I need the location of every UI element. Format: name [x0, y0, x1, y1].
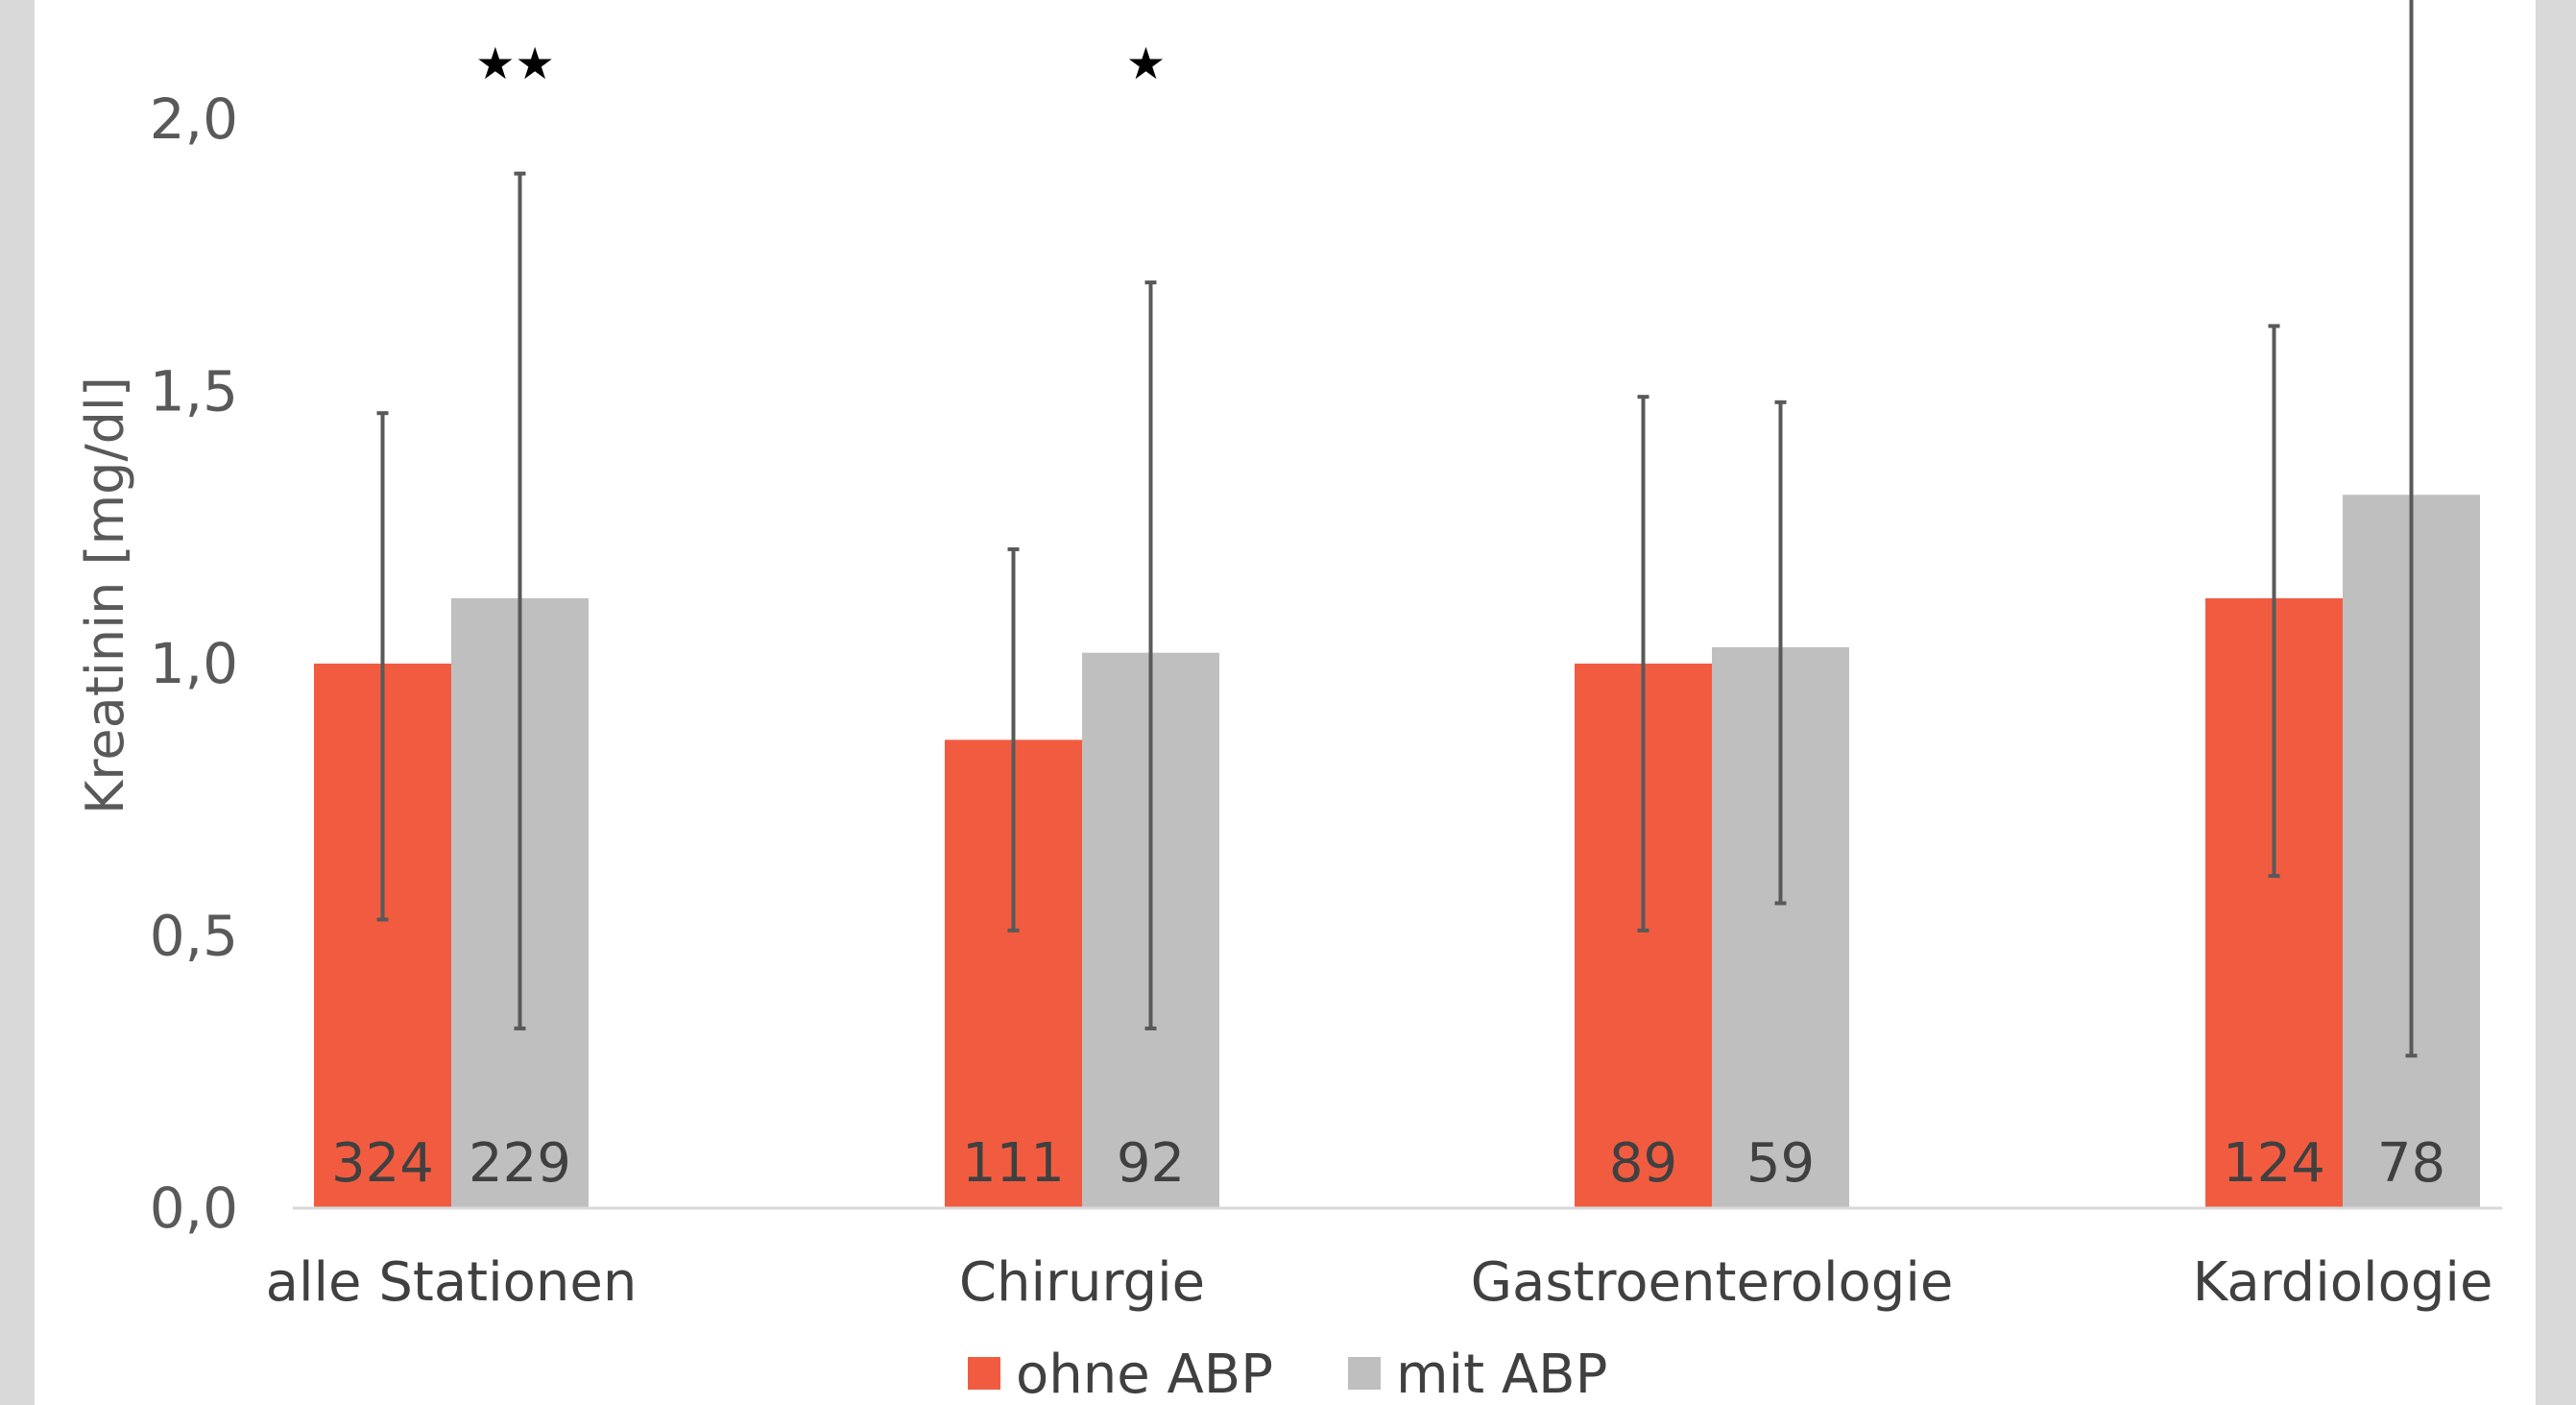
- sample-size-label: 78: [2377, 1132, 2445, 1195]
- left-border: [0, 0, 35, 1405]
- error-bar-1-2: [1774, 400, 1787, 906]
- sample-size-label: 111: [962, 1132, 1065, 1195]
- legend-swatch: [968, 1357, 1000, 1390]
- error-bar-0-0: [376, 411, 389, 922]
- legend-label: ohne ABP: [1016, 1344, 1273, 1405]
- error-bar-0-3: [2268, 324, 2280, 879]
- x-category-label: Gastroenterologie: [1471, 1251, 1954, 1314]
- y-tick-label: 0,5: [150, 904, 238, 969]
- x-category-label: Chirurgie: [959, 1251, 1205, 1314]
- sample-size-label: 92: [1117, 1132, 1185, 1195]
- significance-marker: ★: [1126, 37, 1166, 89]
- sample-size-label: 229: [469, 1132, 571, 1195]
- legend-label: mit ABP: [1396, 1344, 1607, 1405]
- sample-size-label: 89: [1609, 1132, 1677, 1195]
- y-tick-label: 1,0: [150, 631, 238, 696]
- y-axis-title: Kreatinin [mg/dl]: [75, 376, 135, 814]
- legend-swatch: [1348, 1357, 1381, 1390]
- x-category-label: Kardiologie: [2193, 1251, 2493, 1314]
- y-tick-label: 2,0: [150, 86, 238, 152]
- sample-size-label: 324: [331, 1132, 434, 1195]
- x-category-label: alle Stationen: [266, 1251, 638, 1314]
- significance-marker: ★★: [475, 37, 554, 89]
- error-bar-1-1: [1144, 280, 1157, 1030]
- y-tick-label: 0,0: [150, 1175, 238, 1241]
- error-bar-0-1: [1007, 546, 1020, 933]
- error-bar-1-3: [2405, 0, 2418, 1058]
- y-tick-label: 1,5: [150, 359, 238, 424]
- sample-size-label: 59: [1746, 1132, 1815, 1195]
- error-bar-0-2: [1637, 395, 1649, 933]
- error-bar-1-0: [514, 171, 526, 1030]
- legend-item-mit: mit ABP: [1348, 1344, 1607, 1405]
- legend-item-ohne: ohne ABP: [968, 1344, 1273, 1405]
- sample-size-label: 124: [2223, 1132, 2325, 1195]
- right-border: [2536, 0, 2576, 1405]
